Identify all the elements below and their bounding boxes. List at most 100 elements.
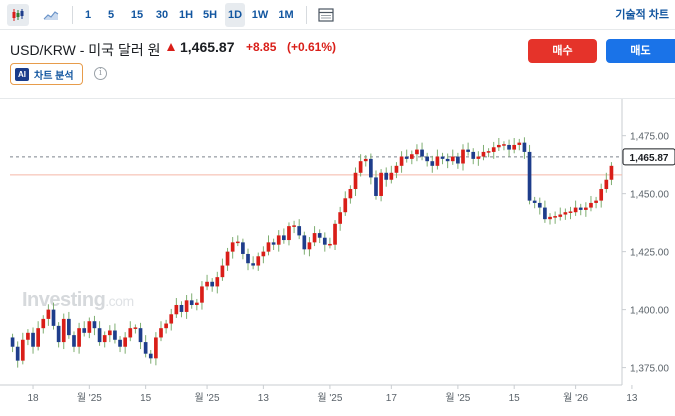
candle-body bbox=[353, 172, 358, 190]
candle-body bbox=[343, 198, 348, 213]
candle-body bbox=[41, 318, 46, 329]
price-chart[interactable]: Investing.com 1,475.00 1,450.00 1,425.00 1,… bbox=[0, 98, 675, 416]
current-price-box bbox=[622, 148, 675, 166]
candlestick-icon[interactable] bbox=[7, 4, 29, 26]
sell-button[interactable]: 매도 bbox=[606, 39, 675, 63]
candle-body bbox=[128, 328, 133, 338]
candle-body bbox=[154, 337, 158, 359]
timeframe-15[interactable]: 15 bbox=[130, 9, 144, 21]
arrow-up-icon bbox=[167, 43, 175, 51]
area-chart-icon[interactable] bbox=[40, 4, 62, 26]
candle-body bbox=[512, 144, 517, 150]
candle-body bbox=[220, 265, 225, 278]
timeframe-1[interactable]: 1 bbox=[84, 9, 92, 21]
current-price-label: 1,465.87 bbox=[630, 153, 669, 164]
candle-body bbox=[445, 158, 450, 162]
buy-button[interactable]: 매수 bbox=[528, 39, 597, 63]
candle-body bbox=[261, 251, 266, 257]
candle-body bbox=[77, 328, 81, 347]
candle-body bbox=[481, 151, 486, 157]
candle-body bbox=[333, 223, 337, 245]
candle-body bbox=[389, 172, 394, 180]
x-tick-label: 월 '25 bbox=[445, 392, 470, 404]
x-tick-label: 월 '25 bbox=[195, 392, 220, 404]
investing-watermark: Investing.com bbox=[22, 289, 134, 312]
candle-body bbox=[496, 144, 501, 148]
x-tick-label: 13 bbox=[626, 393, 638, 404]
candle-body bbox=[532, 200, 537, 203]
candle-body bbox=[379, 172, 383, 196]
candle-body bbox=[558, 214, 563, 217]
timeframe-5h[interactable]: 5H bbox=[202, 9, 218, 21]
candle-body bbox=[31, 332, 35, 347]
candle-body bbox=[287, 226, 291, 241]
info-icon[interactable]: i bbox=[94, 67, 107, 80]
candle-body bbox=[599, 189, 604, 201]
candle-body bbox=[159, 328, 163, 338]
candle-body bbox=[56, 325, 61, 343]
candle-body bbox=[143, 342, 148, 354]
candle-body bbox=[241, 242, 245, 254]
candle-body bbox=[246, 253, 250, 264]
y-tick-label: 1,475.00 bbox=[630, 132, 669, 143]
candle-body bbox=[415, 149, 419, 155]
chart-analysis-button[interactable]: AI 차트 분석 bbox=[10, 63, 83, 85]
timeframe-30[interactable]: 30 bbox=[155, 9, 169, 21]
y-tick-label: 1,425.00 bbox=[630, 248, 669, 259]
x-tick-label: 15 bbox=[509, 393, 521, 404]
candle-body bbox=[67, 318, 71, 336]
candle-body bbox=[46, 309, 51, 319]
x-tick-label: 18 bbox=[27, 393, 39, 404]
candle-body bbox=[374, 177, 378, 196]
candle-body bbox=[148, 353, 153, 359]
candle-body bbox=[553, 216, 557, 218]
candle-body bbox=[507, 144, 511, 150]
timeframe-1d[interactable]: 1D bbox=[225, 3, 245, 27]
candle-body bbox=[399, 156, 404, 166]
candle-body bbox=[123, 337, 128, 347]
candle-body bbox=[440, 156, 445, 159]
candle-body bbox=[174, 304, 179, 315]
candle-body bbox=[537, 202, 542, 208]
candle-body bbox=[609, 165, 614, 180]
candle-body bbox=[82, 328, 87, 333]
x-tick-label: 월 '25 bbox=[77, 392, 102, 404]
candle-body bbox=[15, 346, 20, 361]
candle-body bbox=[10, 337, 15, 347]
candle-body bbox=[461, 149, 465, 164]
table-icon[interactable] bbox=[315, 4, 337, 26]
x-tick-label: 월 '26 bbox=[563, 392, 588, 404]
candle-body bbox=[604, 179, 609, 190]
candle-body bbox=[266, 242, 271, 252]
candle-body bbox=[97, 328, 102, 343]
candle-body bbox=[276, 235, 281, 245]
candle-body bbox=[430, 161, 435, 166]
candle-body bbox=[256, 256, 261, 266]
candle-body bbox=[568, 211, 573, 213]
candle-body bbox=[435, 156, 440, 166]
timeframe-5[interactable]: 5 bbox=[107, 9, 115, 21]
candle-body bbox=[107, 330, 112, 336]
candle-body bbox=[394, 165, 399, 173]
candle-body bbox=[404, 156, 409, 159]
candle-body bbox=[225, 251, 230, 266]
x-tick-label: 17 bbox=[386, 393, 398, 404]
candle-body bbox=[548, 216, 552, 220]
candle-body bbox=[456, 156, 460, 164]
candle-body bbox=[466, 149, 470, 152]
candle-body bbox=[215, 277, 220, 287]
timeframe-1w[interactable]: 1W bbox=[251, 9, 269, 21]
timeframe-1h[interactable]: 1H bbox=[178, 9, 194, 21]
candle-body bbox=[271, 242, 276, 245]
symbol-name: USD/KRW - 미국 달러 원 bbox=[10, 42, 161, 58]
candle-body bbox=[92, 321, 97, 329]
candle-body bbox=[282, 235, 286, 241]
y-tick-label: 1,450.00 bbox=[630, 190, 669, 201]
candle-body bbox=[194, 302, 199, 305]
candle-body bbox=[87, 321, 92, 333]
candle-body bbox=[584, 207, 588, 210]
timeframe-1m[interactable]: 1M bbox=[278, 9, 294, 21]
candle-body bbox=[184, 300, 189, 312]
technical-chart-link[interactable]: 기술적 차트 bbox=[615, 9, 669, 21]
candle-body bbox=[543, 207, 547, 220]
